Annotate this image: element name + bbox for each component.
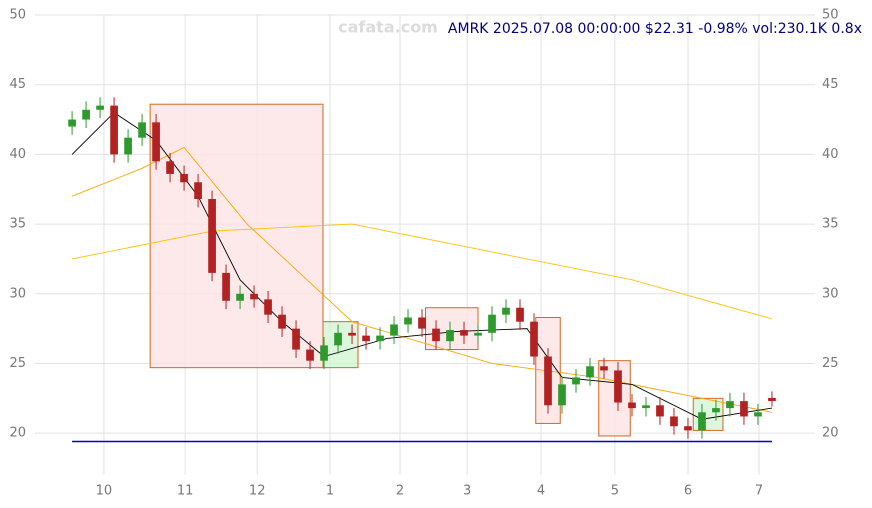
candle-body bbox=[600, 366, 608, 371]
candle-body bbox=[250, 293, 258, 300]
candle-body bbox=[82, 109, 90, 120]
x-tick-label: 3 bbox=[463, 484, 471, 499]
y-tick-label-right: 50 bbox=[822, 8, 839, 23]
candle-body bbox=[432, 328, 440, 342]
candle-body bbox=[334, 332, 342, 346]
x-tick-label: 5 bbox=[611, 484, 619, 499]
y-tick-label-right: 35 bbox=[822, 217, 839, 232]
candle-body bbox=[362, 335, 370, 342]
y-tick-label-right: 40 bbox=[822, 147, 839, 162]
x-tick-label: 7 bbox=[755, 484, 763, 499]
candle-body bbox=[110, 105, 118, 155]
candle-body bbox=[208, 199, 216, 273]
candle-body bbox=[712, 408, 720, 413]
watermark: cafata.com bbox=[338, 18, 438, 37]
candle-body bbox=[278, 314, 286, 329]
candle-body bbox=[474, 332, 482, 336]
candle-body bbox=[96, 105, 104, 110]
y-tick-label: 40 bbox=[9, 147, 26, 162]
y-tick-label: 45 bbox=[9, 77, 26, 92]
candle-body bbox=[460, 330, 468, 336]
candle-body bbox=[516, 307, 524, 322]
candle-body bbox=[292, 328, 300, 350]
candle-body bbox=[194, 182, 202, 199]
candle-body bbox=[656, 405, 664, 417]
indicator-line bbox=[72, 223, 773, 320]
y-tick-label: 30 bbox=[9, 286, 26, 301]
x-tick-label: 4 bbox=[537, 484, 545, 499]
candle-body bbox=[754, 412, 762, 417]
candle-body bbox=[544, 356, 552, 406]
y-tick-label: 20 bbox=[9, 426, 26, 441]
x-tick-label: 11 bbox=[177, 484, 194, 499]
candle-body bbox=[306, 349, 314, 361]
candle-body bbox=[138, 122, 146, 138]
candle-body bbox=[768, 397, 776, 401]
candle-body bbox=[530, 321, 538, 357]
x-tick-label: 6 bbox=[684, 484, 692, 499]
candle-body bbox=[488, 314, 496, 333]
candle-body bbox=[264, 299, 272, 315]
candle-body bbox=[222, 272, 230, 301]
candle-body bbox=[180, 173, 188, 183]
candle-body bbox=[740, 401, 748, 417]
candle-body bbox=[586, 366, 594, 378]
candle-body bbox=[572, 377, 580, 385]
candle-body bbox=[684, 426, 692, 431]
candle-body bbox=[348, 332, 356, 336]
x-tick-label: 2 bbox=[396, 484, 404, 499]
candle-body bbox=[320, 345, 328, 361]
x-tick-label: 1 bbox=[326, 484, 334, 499]
candle-body bbox=[390, 324, 398, 336]
range-box bbox=[692, 397, 724, 431]
candle-body bbox=[726, 401, 734, 409]
range-box bbox=[149, 103, 324, 369]
candle-body bbox=[698, 412, 706, 431]
candle-body bbox=[418, 317, 426, 329]
candle-body bbox=[376, 335, 384, 342]
candle-body bbox=[558, 384, 566, 406]
candle-body bbox=[236, 293, 244, 301]
candle-body bbox=[670, 416, 678, 427]
candle-body bbox=[152, 122, 160, 162]
chart-title: AMRK 2025.07.08 00:00:00 $22.31 -0.98% v… bbox=[448, 21, 862, 37]
candle-body bbox=[166, 161, 174, 174]
x-tick-label: 10 bbox=[96, 484, 113, 499]
y-tick-label: 25 bbox=[9, 356, 26, 371]
candle-body bbox=[68, 119, 76, 127]
y-tick-label: 35 bbox=[9, 217, 26, 232]
candle-body bbox=[642, 405, 650, 409]
y-tick-label-right: 30 bbox=[822, 286, 839, 301]
y-tick-label-right: 25 bbox=[822, 356, 839, 371]
candle-body bbox=[404, 317, 412, 325]
candle-body bbox=[124, 137, 132, 155]
candle-body bbox=[628, 402, 636, 409]
candle-body bbox=[502, 307, 510, 315]
candle-body bbox=[446, 330, 454, 342]
y-tick-label: 50 bbox=[9, 8, 26, 23]
candle-body bbox=[614, 370, 622, 403]
y-tick-label-right: 45 bbox=[822, 77, 839, 92]
x-tick-label: 12 bbox=[249, 484, 266, 499]
y-tick-label-right: 20 bbox=[822, 426, 839, 441]
